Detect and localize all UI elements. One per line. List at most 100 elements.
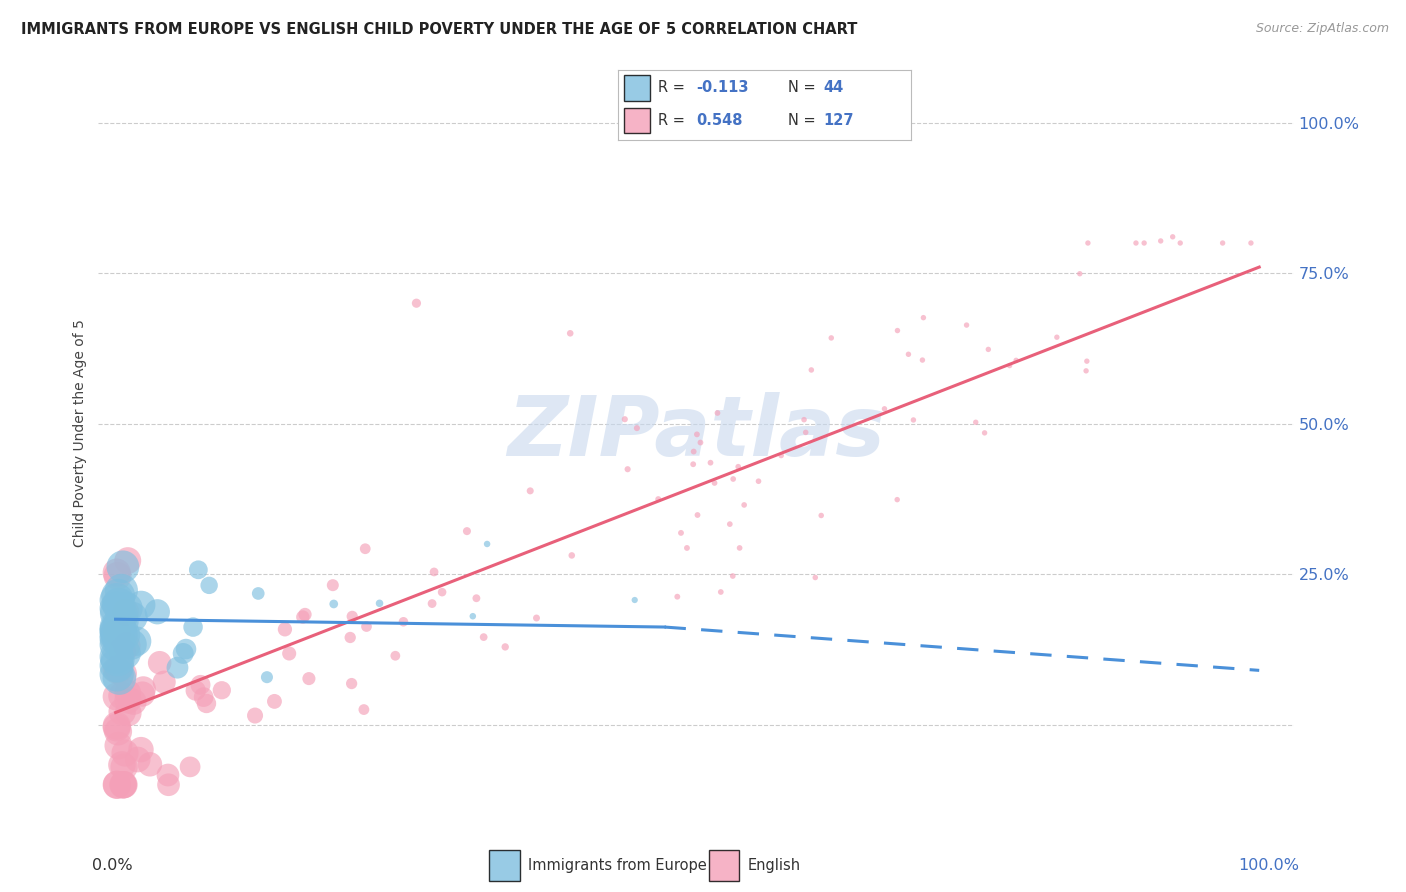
- Point: [105, 566, 128, 580]
- Point: [107, 663, 129, 677]
- Point: [108, 671, 131, 685]
- Point: [682, 444, 704, 458]
- Point: [747, 474, 769, 488]
- Point: [560, 326, 582, 341]
- Point: [105, 658, 128, 673]
- Point: [1168, 235, 1191, 250]
- Point: [613, 412, 636, 426]
- Point: [114, 605, 136, 619]
- Point: [1074, 364, 1097, 378]
- Point: [647, 492, 669, 507]
- Point: [107, 598, 129, 612]
- Point: [131, 687, 153, 701]
- Point: [181, 620, 204, 634]
- Point: [1076, 354, 1098, 368]
- Point: [105, 778, 128, 792]
- Point: [1161, 229, 1184, 244]
- Point: [129, 598, 152, 612]
- Point: [105, 620, 128, 634]
- Point: [112, 628, 135, 642]
- Point: [669, 525, 692, 540]
- Point: [111, 615, 134, 629]
- Point: [1069, 267, 1091, 281]
- Point: [111, 689, 134, 703]
- Point: [111, 705, 134, 719]
- Point: [456, 524, 478, 538]
- Point: [122, 695, 145, 709]
- Point: [1005, 353, 1028, 368]
- Point: [699, 456, 721, 470]
- Point: [903, 413, 925, 427]
- Point: [125, 634, 148, 648]
- Point: [718, 517, 741, 532]
- Point: [728, 541, 751, 555]
- Point: [195, 697, 218, 711]
- Point: [174, 642, 197, 657]
- Point: [156, 768, 179, 782]
- Point: [322, 597, 344, 611]
- Point: [1150, 234, 1173, 248]
- Point: [105, 625, 128, 640]
- Point: [1240, 235, 1263, 250]
- Point: [105, 628, 128, 642]
- Point: [105, 649, 128, 664]
- Point: [475, 537, 498, 551]
- Point: [494, 640, 516, 654]
- Point: [294, 607, 316, 622]
- Point: [804, 570, 827, 584]
- Point: [115, 639, 138, 653]
- Point: [322, 578, 344, 592]
- Point: [965, 415, 987, 429]
- Point: [107, 739, 129, 753]
- Point: [243, 708, 266, 723]
- Point: [108, 621, 131, 635]
- Point: [420, 597, 443, 611]
- Point: [682, 457, 704, 471]
- Point: [430, 585, 453, 599]
- Point: [187, 563, 209, 577]
- Point: [810, 508, 832, 523]
- Point: [256, 670, 278, 684]
- Point: [190, 678, 212, 692]
- Point: [110, 628, 132, 642]
- Point: [105, 719, 128, 733]
- Point: [157, 778, 180, 792]
- Point: [112, 778, 135, 792]
- Point: [465, 591, 488, 606]
- Point: [107, 652, 129, 666]
- Point: [340, 676, 363, 690]
- Point: [105, 667, 128, 681]
- Point: [107, 569, 129, 583]
- Point: [121, 610, 143, 624]
- Text: 100.0%: 100.0%: [1239, 858, 1299, 873]
- Point: [820, 331, 842, 345]
- Point: [107, 631, 129, 645]
- Point: [117, 686, 139, 700]
- Point: [911, 353, 934, 368]
- Point: [105, 624, 128, 638]
- Point: [897, 347, 920, 361]
- Point: [166, 661, 188, 675]
- Point: [392, 615, 415, 629]
- Point: [112, 778, 135, 792]
- Point: [105, 778, 128, 792]
- Point: [120, 637, 142, 651]
- Point: [193, 690, 215, 705]
- Point: [184, 683, 207, 698]
- Point: [973, 425, 995, 440]
- Point: [179, 760, 201, 774]
- Point: [727, 459, 749, 474]
- Point: [105, 623, 128, 637]
- Point: [149, 656, 172, 670]
- Point: [423, 565, 446, 579]
- Point: [721, 472, 744, 486]
- Point: [114, 746, 136, 760]
- Point: [998, 359, 1021, 373]
- Point: [354, 541, 377, 556]
- Point: [112, 666, 135, 681]
- Point: [127, 752, 149, 766]
- Point: [117, 706, 139, 720]
- Point: [912, 310, 935, 325]
- Point: [274, 623, 297, 637]
- Point: [291, 610, 314, 624]
